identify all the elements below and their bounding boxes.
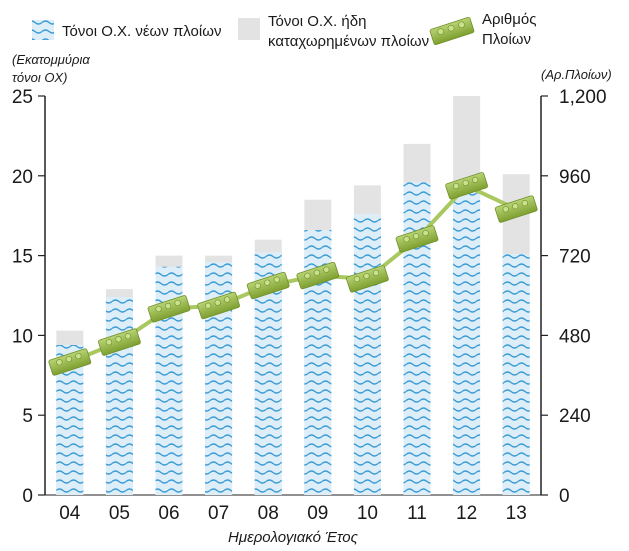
x-tick-label: 08 [258, 503, 279, 524]
ships-point-marker [445, 172, 488, 200]
x-axis-title: Ημερολογιακό Έτος [228, 529, 359, 546]
ships-line-path [69, 183, 518, 364]
legend-new-tonnage-swatch [32, 20, 54, 40]
ships-point-marker [395, 225, 439, 253]
right-axis-unit: (Αρ.Πλοίων) [541, 67, 612, 82]
new-tonnage-bar [353, 214, 381, 495]
right-tick-label: 720 [559, 247, 591, 268]
ships-point-marker [246, 271, 290, 300]
bars [56, 96, 530, 496]
left-axis-unit-line1: (Εκατομμύρια [12, 52, 90, 67]
x-axis-ticks: 04 05 06 07 08 09 10 11 12 13 [59, 503, 527, 524]
ships-point-marker [98, 328, 141, 356]
right-tick-label: 1,200 [559, 87, 607, 108]
legend-ships-label-line1: Αριθμός [482, 11, 536, 28]
x-tick-label: 12 [456, 503, 477, 524]
ships-line [48, 172, 538, 376]
right-tick-label: 240 [559, 406, 591, 427]
new-tonnage-bar [105, 297, 133, 495]
left-tick-label: 25 [12, 87, 33, 108]
left-tick-label: 0 [22, 486, 33, 507]
left-tick-label: 10 [12, 326, 33, 347]
new-tonnage-bar [453, 183, 481, 495]
left-tick-label: 15 [12, 247, 33, 268]
legend-new-tonnage-label: Τόνοι Ο.Χ. νέων πλοίων [62, 23, 221, 40]
ships-point-marker [346, 265, 389, 293]
legend-ships-swatch [429, 17, 475, 45]
left-axis-unit-line2: τόνοι ΟΧ) [12, 70, 67, 85]
left-tick-label: 20 [12, 167, 33, 188]
right-axis-ticks: 0 240 480 720 960 1,200 [541, 87, 607, 507]
ships-point-marker [147, 295, 191, 323]
x-tick-label: 05 [109, 503, 130, 524]
x-tick-label: 06 [158, 503, 179, 524]
x-tick-label: 09 [307, 503, 328, 524]
right-tick-label: 480 [559, 326, 591, 347]
ships-point-marker [48, 348, 92, 376]
ships-point-marker [296, 261, 340, 290]
legend: Τόνοι Ο.Χ. νέων πλοίων Τόνοι Ο.Χ. ήδη κα… [32, 11, 536, 50]
left-axis-ticks: 0 5 10 15 20 25 [12, 87, 45, 507]
x-tick-label: 13 [506, 503, 527, 524]
legend-existing-tonnage-label-line2: καταχωρημένων πλοίων [268, 33, 429, 50]
x-tick-label: 07 [208, 503, 229, 524]
x-tick-label: 04 [59, 503, 81, 524]
ships-point-marker [494, 195, 538, 223]
legend-existing-tonnage-label-line1: Τόνοι Ο.Χ. ήδη [268, 13, 366, 30]
x-tick-label: 11 [407, 503, 427, 524]
ships-point-marker [197, 291, 240, 320]
new-tonnage-bar [502, 254, 530, 495]
x-tick-label: 10 [357, 503, 378, 524]
right-tick-label: 0 [559, 486, 570, 507]
right-tick-label: 960 [559, 167, 591, 188]
left-tick-label: 5 [22, 406, 33, 427]
legend-existing-tonnage-swatch [238, 18, 260, 40]
legend-ships-label-line2: Πλοίων [482, 31, 531, 48]
